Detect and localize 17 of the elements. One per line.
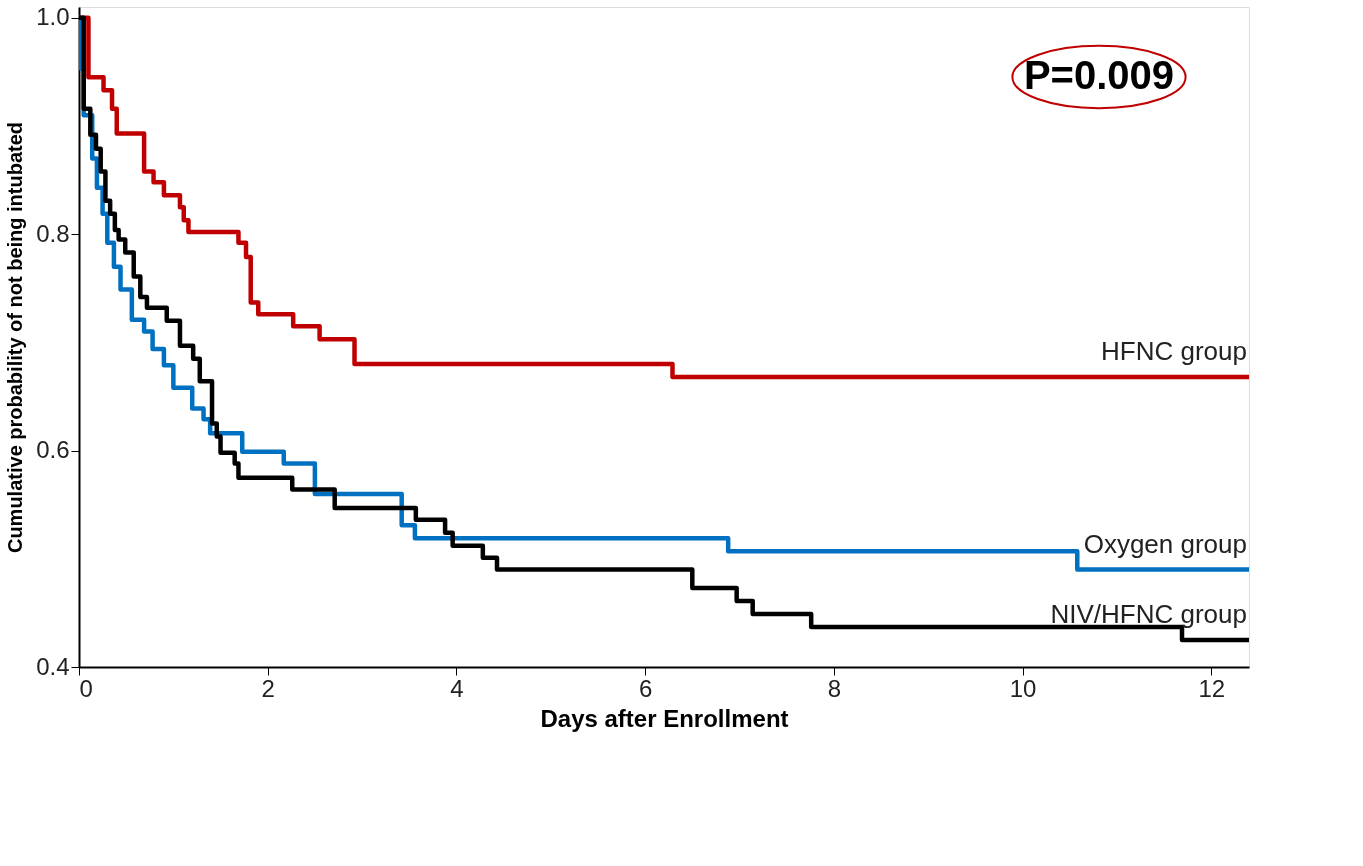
- x-axis-title: Days after Enrollment: [540, 704, 789, 732]
- x-tick-label: 6: [638, 674, 653, 702]
- y-tick-label: 1.0: [36, 3, 70, 31]
- annotation: P=0.009: [1023, 53, 1175, 97]
- x-tick-label: 12: [1198, 674, 1226, 702]
- y-tick-label: 0.8: [36, 219, 70, 247]
- y-tick-label: 0.4: [36, 652, 70, 680]
- x-tick-label: 0: [79, 674, 93, 702]
- series-label: Oxygen group: [1083, 528, 1247, 559]
- x-tick-label: 8: [827, 674, 842, 702]
- x-tick-label: 10: [1009, 674, 1037, 702]
- series-label: HFNC group: [1101, 336, 1247, 367]
- series-label: NIV/HFNC group: [1050, 598, 1247, 629]
- x-tick-label: 2: [261, 674, 275, 702]
- y-tick-label: 0.6: [36, 436, 70, 464]
- x-tick-label: 4: [450, 674, 464, 702]
- y-axis-title: Cumulative probability of not being intubated: [4, 121, 27, 554]
